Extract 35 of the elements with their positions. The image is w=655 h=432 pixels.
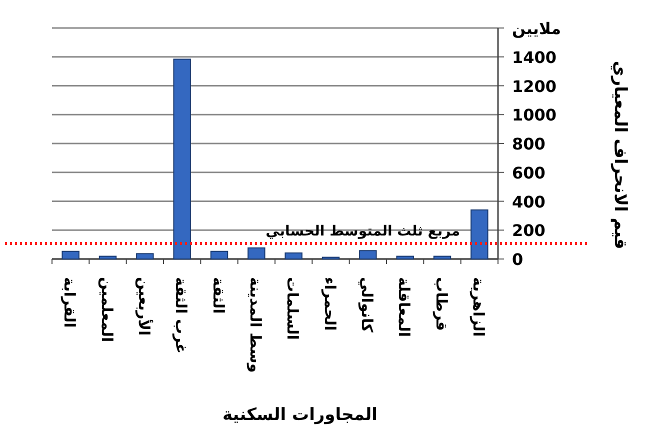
bar bbox=[433, 256, 452, 260]
x-tick-label: السلمات bbox=[284, 277, 302, 340]
x-tick-label: كانوالي bbox=[358, 277, 376, 333]
x-tick-label: غرب الثقة bbox=[172, 277, 190, 354]
bar bbox=[470, 209, 488, 260]
ref-line-label: مربع ثلث المتوسط الحسابي bbox=[266, 224, 460, 240]
y-tick-label: 400 bbox=[512, 192, 546, 212]
bar bbox=[359, 250, 377, 260]
x-tick-label: المعاقلة bbox=[395, 277, 414, 337]
bar bbox=[98, 256, 117, 260]
x-tick-label: القرابة bbox=[60, 277, 79, 328]
y-tick-label: 800 bbox=[512, 134, 546, 154]
x-tick-label: الثقة bbox=[209, 277, 228, 314]
y-tick-label: 1400 bbox=[512, 48, 557, 67]
y-tick-label: 1200 bbox=[512, 76, 557, 96]
y-tick-label: 1000 bbox=[512, 106, 557, 125]
bar bbox=[136, 253, 154, 260]
x-tick-label: قرطاب bbox=[432, 277, 450, 331]
bar bbox=[284, 252, 302, 260]
bar bbox=[210, 250, 228, 260]
bar bbox=[62, 250, 80, 260]
y-tick-label: 200 bbox=[512, 221, 546, 240]
y-tick-label: 600 bbox=[512, 163, 546, 182]
x-tick-label: وسط المدينة bbox=[246, 277, 264, 373]
bar bbox=[396, 256, 414, 260]
x-axis-title: المجاورات السكنية bbox=[222, 405, 378, 425]
bar bbox=[248, 247, 266, 260]
y-tick-label: ملايين bbox=[512, 19, 561, 38]
x-tick-label: الحمراء bbox=[320, 277, 339, 331]
x-tick-label: الزاهرية bbox=[469, 277, 488, 337]
y-tick-label: 0 bbox=[512, 250, 524, 269]
bar bbox=[173, 58, 191, 260]
y-axis-title: قيم الانحراف المعياري bbox=[610, 60, 630, 250]
x-tick-label: الأربعين bbox=[134, 277, 154, 336]
x-tick-label: المعلمين bbox=[98, 277, 116, 342]
